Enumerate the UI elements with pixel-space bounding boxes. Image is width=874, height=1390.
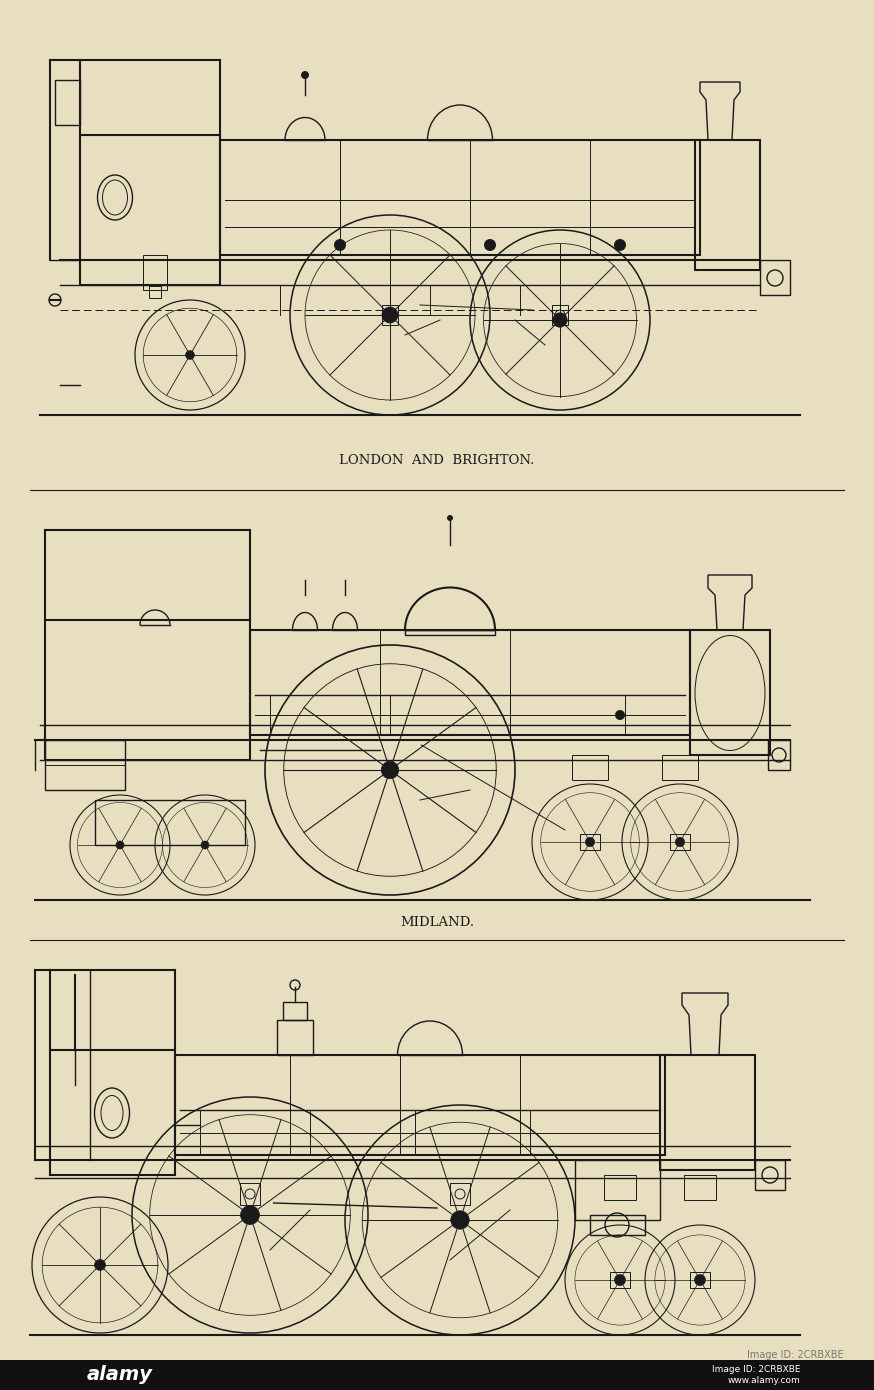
Bar (143, 254, 167, 291)
Bar (405, 630, 495, 635)
Bar (50, 1049, 175, 1175)
Bar (660, 1055, 755, 1170)
Circle shape (381, 762, 399, 778)
Circle shape (586, 837, 594, 847)
Bar (695, 140, 760, 270)
Bar (580, 834, 600, 851)
Bar (575, 1161, 660, 1220)
Bar (760, 260, 790, 295)
Circle shape (447, 516, 453, 521)
Bar (283, 1002, 307, 1020)
Bar (175, 1055, 665, 1155)
Bar (690, 1272, 710, 1289)
Circle shape (94, 1259, 106, 1270)
Text: Image ID: 2CRBXBE
www.alamy.com: Image ID: 2CRBXBE www.alamy.com (711, 1365, 800, 1384)
Text: Image ID: 2CRBXBE
www.alamy.com: Image ID: 2CRBXBE www.alamy.com (747, 1351, 844, 1372)
Bar (55, 81, 80, 125)
Circle shape (185, 350, 194, 360)
Circle shape (614, 239, 626, 252)
Bar (45, 739, 125, 790)
Bar (604, 1175, 636, 1200)
Bar (149, 286, 161, 297)
Circle shape (334, 239, 346, 252)
Circle shape (451, 1211, 469, 1229)
Bar (382, 304, 398, 325)
Bar (662, 755, 698, 780)
Bar (250, 630, 690, 735)
Bar (277, 1020, 313, 1055)
Text: MIDLAND.: MIDLAND. (400, 916, 474, 929)
Bar (590, 1215, 645, 1234)
Bar (690, 630, 770, 755)
Bar (768, 739, 790, 770)
Text: LONDON  AND  BRIGHTON.: LONDON AND BRIGHTON. (339, 453, 535, 467)
Bar (45, 620, 250, 760)
Circle shape (240, 1205, 260, 1225)
Bar (80, 135, 220, 285)
Circle shape (615, 710, 625, 720)
Circle shape (301, 71, 309, 79)
Circle shape (201, 841, 209, 849)
Bar (670, 834, 690, 851)
Bar (552, 304, 568, 325)
Bar (610, 1272, 630, 1289)
Bar (220, 140, 700, 254)
Circle shape (484, 239, 496, 252)
Circle shape (676, 837, 684, 847)
Circle shape (382, 307, 398, 322)
Circle shape (116, 841, 124, 849)
Bar (755, 1161, 785, 1190)
Bar (0, 1359, 874, 1390)
Bar (240, 1183, 260, 1205)
Bar (572, 755, 608, 780)
Bar (450, 1183, 470, 1205)
Circle shape (614, 1275, 626, 1286)
Circle shape (552, 313, 567, 327)
Bar (95, 801, 245, 845)
Text: alamy: alamy (87, 1365, 153, 1384)
Circle shape (695, 1275, 705, 1286)
Bar (684, 1175, 716, 1200)
